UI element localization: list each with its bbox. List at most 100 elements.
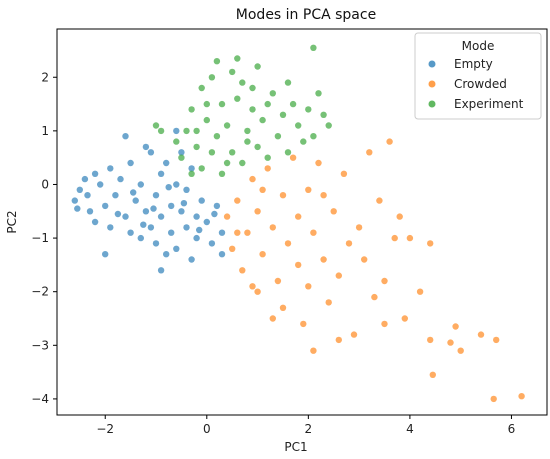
point-empty-16 <box>137 181 144 188</box>
point-experiment-7 <box>203 116 210 124</box>
point-crowded-21 <box>310 229 317 236</box>
y-tick-label: −4 <box>31 392 49 406</box>
point-empty-20 <box>147 224 155 231</box>
x-axis-ticks: −2 0 2 4 6 <box>96 415 515 436</box>
point-experiment-28 <box>284 149 292 156</box>
point-empty-48 <box>102 251 109 258</box>
point-experiment-18 <box>239 79 246 86</box>
point-crowded-22 <box>315 159 322 167</box>
point-crowded-58 <box>234 229 241 236</box>
point-crowded-37 <box>391 234 398 242</box>
point-empty-2 <box>81 175 89 183</box>
point-empty-55 <box>165 184 172 191</box>
point-empty-44 <box>218 251 226 258</box>
legend-label-empty: Empty <box>454 57 493 71</box>
point-experiment-4 <box>193 143 200 151</box>
point-empty-8 <box>107 165 114 172</box>
point-empty-57 <box>196 226 203 234</box>
point-crowded-50 <box>381 320 388 328</box>
point-crowded-27 <box>340 170 348 177</box>
point-empty-41 <box>208 240 216 247</box>
point-crowded-0 <box>223 213 231 220</box>
point-experiment-48 <box>244 138 251 145</box>
point-empty-17 <box>137 234 144 242</box>
point-empty-42 <box>213 202 221 210</box>
legend-box <box>414 32 542 120</box>
point-experiment-9 <box>208 74 216 81</box>
point-experiment-17 <box>239 159 246 167</box>
point-empty-36 <box>188 165 195 172</box>
chart-title: Modes in PCA space <box>236 7 376 23</box>
point-crowded-10 <box>269 224 276 231</box>
point-experiment-27 <box>279 111 287 119</box>
points-layer <box>71 44 525 403</box>
point-crowded-34 <box>376 197 383 204</box>
x-tick-label: −2 <box>96 422 114 436</box>
point-crowded-13 <box>279 304 287 311</box>
point-empty-7 <box>102 202 109 210</box>
point-empty-51 <box>84 192 91 199</box>
point-crowded-12 <box>279 192 287 199</box>
point-crowded-42 <box>427 336 434 344</box>
x-axis-label: PC1 <box>284 440 307 454</box>
point-experiment-13 <box>223 122 231 129</box>
x-tick-label: 0 <box>203 422 211 436</box>
legend-marker-crowded <box>428 80 436 88</box>
point-crowded-16 <box>295 213 302 220</box>
point-crowded-52 <box>310 347 317 354</box>
point-experiment-20 <box>249 106 256 113</box>
point-experiment-6 <box>198 165 205 172</box>
point-experiment-16 <box>234 95 241 102</box>
point-empty-3 <box>86 208 94 215</box>
point-crowded-5 <box>249 175 256 183</box>
point-empty-38 <box>193 234 200 242</box>
point-empty-49 <box>157 267 165 274</box>
point-crowded-29 <box>350 331 358 338</box>
point-crowded-8 <box>259 251 266 258</box>
y-tick-label: −2 <box>31 285 49 299</box>
point-empty-12 <box>122 213 129 220</box>
point-crowded-43 <box>429 371 436 378</box>
point-experiment-26 <box>274 133 282 140</box>
legend-marker-empty <box>428 60 436 68</box>
point-experiment-12 <box>218 170 226 177</box>
point-empty-45 <box>122 133 129 140</box>
point-empty-30 <box>173 245 180 252</box>
point-empty-53 <box>130 189 137 196</box>
point-crowded-40 <box>416 288 424 295</box>
point-experiment-44 <box>249 84 256 92</box>
point-crowded-23 <box>320 256 327 263</box>
point-empty-28 <box>168 229 175 236</box>
point-crowded-18 <box>300 320 307 328</box>
point-empty-54 <box>150 205 157 212</box>
point-experiment-29 <box>289 100 297 108</box>
point-experiment-5 <box>198 84 205 92</box>
y-axis-label: PC2 <box>5 210 19 233</box>
point-experiment-43 <box>223 159 231 167</box>
point-empty-14 <box>127 159 134 167</box>
point-experiment-10 <box>213 133 221 140</box>
point-empty-0 <box>71 197 79 204</box>
point-crowded-35 <box>381 277 388 285</box>
point-empty-46 <box>142 143 150 151</box>
point-experiment-31 <box>300 138 307 145</box>
point-crowded-20 <box>305 283 312 290</box>
point-experiment-11 <box>218 100 226 108</box>
point-crowded-24 <box>325 299 332 306</box>
point-empty-47 <box>173 127 180 135</box>
point-experiment-46 <box>173 138 180 145</box>
point-crowded-6 <box>254 288 261 295</box>
point-empty-9 <box>107 224 114 231</box>
point-empty-19 <box>147 149 155 156</box>
point-experiment-32 <box>305 106 312 113</box>
point-empty-22 <box>152 240 160 247</box>
point-crowded-38 <box>401 315 408 322</box>
point-empty-39 <box>198 197 205 204</box>
point-empty-40 <box>203 218 210 226</box>
point-empty-37 <box>193 213 200 220</box>
point-experiment-0 <box>178 154 185 161</box>
point-crowded-44 <box>452 323 459 330</box>
point-empty-31 <box>178 208 185 215</box>
point-crowded-15 <box>289 154 297 161</box>
